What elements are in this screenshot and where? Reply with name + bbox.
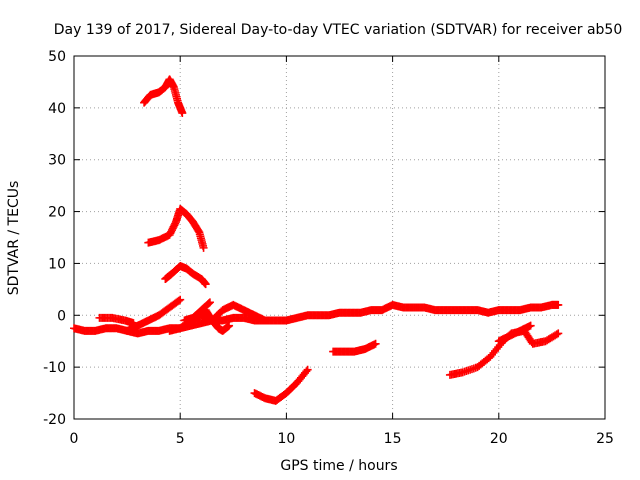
- data-point: [225, 321, 234, 330]
- series-baseline-main: [70, 300, 563, 338]
- series-drop-1: [201, 306, 234, 335]
- data-point: [371, 339, 380, 348]
- x-tick-labels: 0 5 10 15 20 25: [70, 431, 614, 447]
- axis-ticks: [73, 55, 606, 420]
- data-point: [302, 367, 311, 376]
- data-point: [554, 329, 563, 338]
- x-tick-label: 20: [490, 431, 508, 447]
- x-tick-label: 10: [277, 431, 295, 447]
- data-point: [205, 298, 214, 307]
- data-point: [199, 243, 208, 252]
- series-rise-1: [123, 295, 185, 335]
- plot-frame: [73, 55, 606, 420]
- data-point: [554, 300, 563, 309]
- y-tick-labels: -20 -10 0 10 20 30 40 50: [43, 49, 66, 428]
- x-tick-label: 15: [384, 431, 402, 447]
- x-axis-label: GPS time / hours: [280, 458, 397, 474]
- y-tick-label: 10: [48, 256, 66, 272]
- data-point: [552, 330, 561, 339]
- chart-title: Day 139 of 2017, Sidereal Day-to-day VTE…: [54, 22, 623, 38]
- series-peak-45: [140, 75, 187, 118]
- x-tick-label: 5: [176, 431, 185, 447]
- data-point: [176, 295, 185, 304]
- data-point: [201, 280, 210, 289]
- series-dip-10h: [250, 365, 312, 405]
- data-point: [174, 296, 183, 305]
- series-rise-2: [180, 298, 214, 325]
- y-tick-label: 0: [57, 308, 66, 324]
- x-tick-label: 0: [70, 431, 79, 447]
- series-peak-20: [144, 204, 208, 252]
- data-point: [204, 299, 213, 308]
- series-branch-20h: [494, 321, 535, 346]
- series-dip-13h: [329, 339, 380, 356]
- y-tick-label: 50: [48, 49, 66, 65]
- data-point: [178, 109, 187, 118]
- y-tick-label: -20: [43, 412, 66, 428]
- y-tick-label: 30: [48, 153, 66, 169]
- y-axis-label: SDTVAR / TECUs: [6, 181, 22, 296]
- data-point: [526, 321, 535, 330]
- data-point: [261, 316, 270, 325]
- data-markers: [70, 75, 563, 405]
- y-tick-label: 20: [48, 205, 66, 221]
- y-tick-label: -10: [43, 360, 66, 376]
- y-tick-label: 40: [48, 101, 66, 117]
- series-bump-mid: [161, 262, 210, 289]
- x-tick-label: 25: [596, 431, 614, 447]
- data-point: [303, 365, 312, 374]
